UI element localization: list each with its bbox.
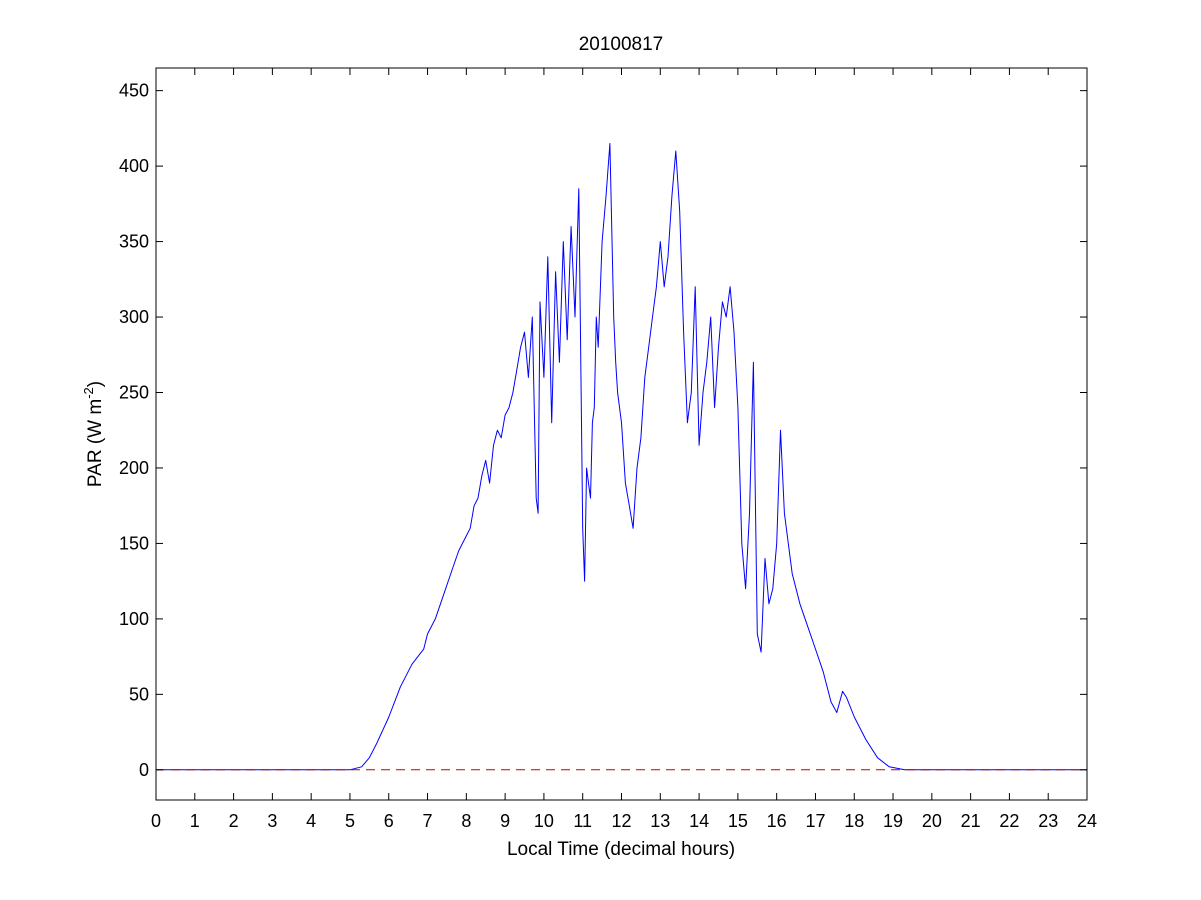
y-tick-label: 450 (119, 81, 149, 101)
x-tick-label: 13 (650, 811, 670, 831)
y-tick-label: 100 (119, 609, 149, 629)
x-tick-label: 12 (611, 811, 631, 831)
y-tick-label: 200 (119, 458, 149, 478)
y-axis-label-main: PAR (W m (85, 399, 106, 487)
x-tick-label: 11 (573, 811, 592, 831)
y-tick-label: 150 (119, 533, 149, 553)
x-tick-label: 19 (883, 811, 903, 831)
y-tick-label: 0 (139, 760, 149, 780)
plot-frame (155, 67, 1088, 801)
x-tick-label: 16 (767, 811, 787, 831)
y-tick-label: 250 (119, 382, 149, 402)
y-tick-label: 50 (129, 684, 149, 704)
x-tick-label: 1 (190, 811, 200, 831)
x-tick-label: 17 (805, 811, 825, 831)
x-tick-label: 3 (267, 811, 277, 831)
x-tick-label: 0 (151, 811, 161, 831)
y-tick-label: 350 (119, 232, 149, 252)
x-tick-label: 5 (345, 811, 355, 831)
x-tick-label: 14 (689, 811, 709, 831)
y-axis-ticks: 0 50 100 150 200 250 300 350 400 450 (119, 81, 1087, 780)
x-tick-label: 6 (384, 811, 394, 831)
x-tick-label: 18 (844, 811, 864, 831)
x-tick-label: 15 (728, 811, 748, 831)
y-axis-label-close: ) (85, 381, 106, 387)
x-tick-label: 24 (1077, 811, 1097, 831)
x-tick-label: 10 (534, 811, 554, 831)
x-axis-label: Local Time (decimal hours) (507, 839, 735, 860)
x-tick-label: 21 (961, 811, 981, 831)
x-tick-label: 7 (423, 811, 433, 831)
x-tick-label: 9 (500, 811, 510, 831)
y-tick-label: 400 (119, 156, 149, 176)
series-layer (156, 143, 1087, 771)
x-tick-label: 2 (229, 811, 239, 831)
y-axis-label-superscript: -2 (81, 387, 96, 399)
par-series-line (156, 143, 1087, 771)
x-tick-label: 4 (306, 811, 316, 831)
y-axis-label: PAR (W m-2) (81, 381, 106, 487)
x-tick-label: 22 (999, 811, 1019, 831)
x-tick-label: 20 (922, 811, 942, 831)
x-tick-label: 8 (461, 811, 471, 831)
x-axis-ticks: 0 1 2 3 4 5 6 7 8 9 10 11 12 13 14 15 16 17 18 19 20 21 22 23 24 (151, 68, 1097, 831)
chart-title: 20100817 (579, 34, 664, 55)
x-tick-label: 23 (1038, 811, 1058, 831)
y-tick-label: 300 (119, 307, 149, 327)
